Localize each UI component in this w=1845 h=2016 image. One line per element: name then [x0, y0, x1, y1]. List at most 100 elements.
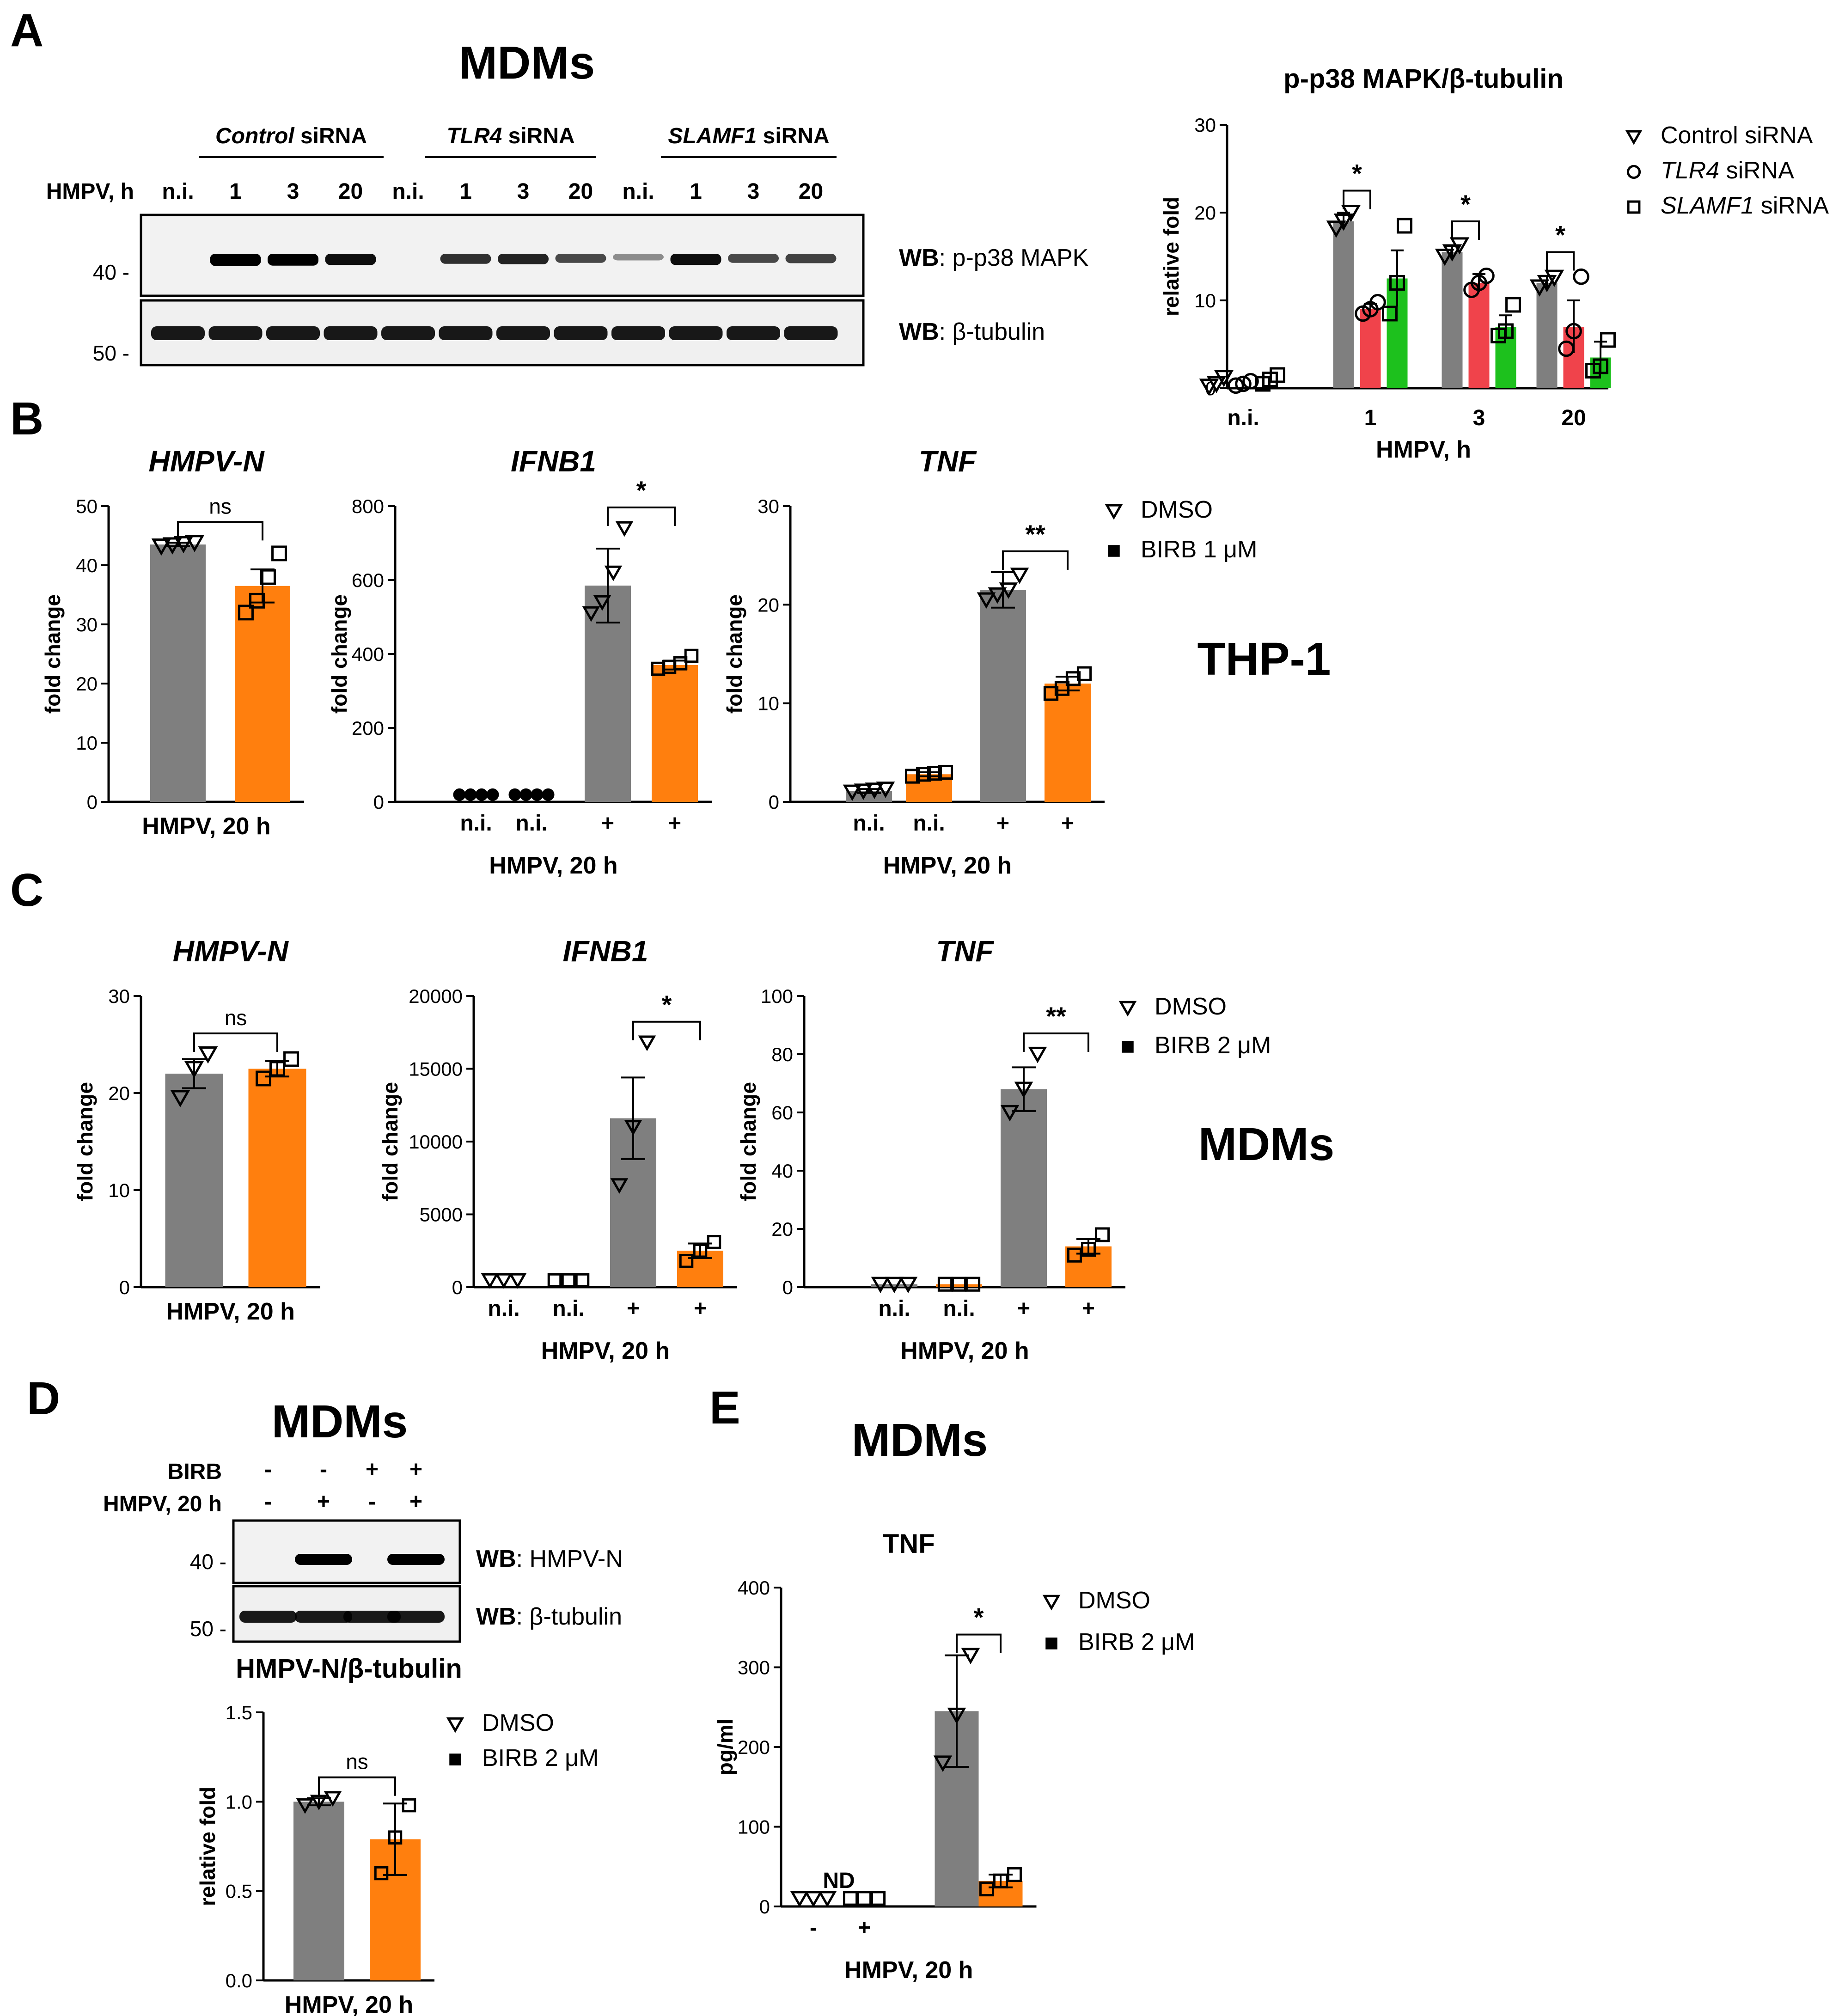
- data-point: [464, 788, 477, 801]
- y-tick-label: 10000: [409, 1131, 463, 1153]
- chart-d-hmpv-n: HMPV-N/β-tubulin 0.0 0.5 1.0 1.5 relative fol…: [195, 1654, 599, 2016]
- data-point: [1382, 305, 1398, 322]
- legend-label: BIRB 2 μM: [1155, 1032, 1271, 1059]
- band-tubulin: [295, 1611, 352, 1623]
- data-point: [388, 1830, 403, 1845]
- mw-marker: 40 -: [190, 1550, 226, 1574]
- x-category-label: +: [1017, 1296, 1030, 1321]
- data-point: [856, 1891, 872, 1906]
- data-point: [184, 1061, 204, 1078]
- data-point: [561, 1273, 576, 1288]
- data-point: [610, 1178, 629, 1194]
- y-tick-label: 20: [76, 673, 98, 695]
- y-tick-label: 0: [452, 1277, 463, 1298]
- y-axis-label: fold change: [327, 594, 351, 714]
- band-tubulin: [727, 326, 780, 340]
- lane-label: 20: [338, 179, 363, 204]
- data-point: [1449, 237, 1470, 255]
- data-point: [198, 1046, 218, 1064]
- western-blot-a: Control siRNA TLR4 siRNA SLAMF1 siRNAHMPV,…: [46, 124, 1089, 367]
- legend-marker: [1108, 545, 1120, 557]
- y-tick-label: 80: [771, 1044, 793, 1065]
- data-point: [938, 764, 953, 780]
- data-point: [486, 788, 499, 801]
- data-point: [1333, 214, 1354, 231]
- data-point: [283, 1051, 299, 1067]
- chart-title: TNF: [936, 935, 994, 968]
- blot-group-label-part: siRNA: [502, 124, 574, 148]
- birb-sign: +: [366, 1457, 379, 1482]
- data-point: [453, 788, 466, 801]
- data-point: [1478, 268, 1495, 284]
- y-tick-label: 30: [108, 985, 130, 1007]
- y-axis-label: relative fold: [1159, 197, 1183, 316]
- data-point: [1389, 275, 1405, 291]
- lane-label: n.i.: [392, 179, 424, 204]
- legend-marker: [1627, 200, 1641, 214]
- data-point: [475, 788, 488, 801]
- x-category-label: n.i.: [943, 1296, 975, 1321]
- data-point: [818, 1891, 837, 1907]
- y-tick-label: 5000: [420, 1204, 463, 1226]
- blot-group-label: Control siRNA: [215, 124, 367, 148]
- wb-label: WB: β-tubulin: [899, 318, 1045, 345]
- y-tick-label: 20: [771, 1218, 793, 1240]
- y-tick-label: 100: [738, 1816, 770, 1838]
- data-point: [508, 1273, 527, 1289]
- bar: [150, 544, 206, 802]
- lane-label: 3: [747, 179, 760, 204]
- data-point: [542, 788, 555, 801]
- data-point: [947, 1707, 966, 1724]
- data-point: [843, 784, 862, 801]
- legend-label-part: Control siRNA: [1661, 122, 1813, 149]
- mw-marker: 50 -: [190, 1617, 226, 1641]
- data-point: [1065, 671, 1081, 686]
- band-tubulin: [611, 326, 665, 340]
- cell-label-d: MDMs: [272, 1396, 408, 1448]
- data-point: [1505, 297, 1521, 313]
- y-tick-label: 300: [738, 1657, 770, 1679]
- data-point: [965, 1277, 981, 1292]
- data-point: [870, 1891, 886, 1906]
- data-point: [979, 1881, 995, 1897]
- chart-title: HMPV-N/β-tubulin: [236, 1654, 462, 1684]
- data-point: [1014, 1081, 1033, 1099]
- data-point: [1214, 370, 1234, 387]
- y-tick-label: 40: [76, 555, 98, 576]
- legend-label-part: DMSO: [1141, 496, 1213, 523]
- data-point: [1000, 1105, 1020, 1122]
- data-point: [993, 1873, 1008, 1888]
- bar: [293, 1802, 344, 1980]
- legend-label-part: BIRB 1 μM: [1141, 536, 1257, 563]
- cell-label-b: THP-1: [1197, 633, 1331, 685]
- data-point: [1228, 377, 1244, 394]
- lane-label: n.i.: [162, 179, 194, 204]
- significance-bracket: [1546, 251, 1575, 271]
- y-axis-label: fold change: [73, 1082, 97, 1201]
- data-point: [1573, 268, 1589, 285]
- x-category-label: 3: [1473, 406, 1485, 430]
- x-category-label: 20: [1561, 406, 1586, 430]
- data-point: [876, 782, 895, 798]
- legend-label: Control siRNA: [1661, 122, 1813, 149]
- row-label-birb: BIRB: [168, 1460, 222, 1484]
- data-point: [151, 538, 171, 556]
- data-point: [519, 788, 532, 801]
- significance-label: **: [1046, 1002, 1066, 1031]
- data-point: [495, 1273, 513, 1289]
- band-p-p38: [325, 254, 376, 265]
- birb-sign: +: [409, 1457, 422, 1482]
- legend-marker: [1118, 1001, 1137, 1017]
- data-point: [531, 788, 544, 801]
- data-point: [1397, 218, 1412, 234]
- band-p-p38: [210, 254, 261, 266]
- lane-label: n.i.: [622, 179, 654, 204]
- data-point: [547, 1273, 562, 1288]
- x-category-label: n.i.: [488, 1296, 519, 1321]
- data-point: [593, 595, 611, 611]
- x-axis-label: HMPV, 20 h: [844, 1957, 973, 1984]
- data-point: [1235, 375, 1252, 392]
- lane-label: 1: [690, 179, 702, 204]
- blot-group-label: SLAMF1 siRNA: [668, 124, 829, 148]
- y-tick-label: 600: [352, 569, 384, 591]
